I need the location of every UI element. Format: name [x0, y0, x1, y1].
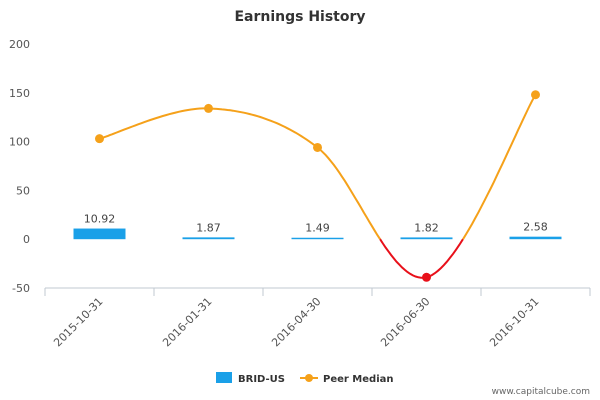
data-labels: 10.92 1.87 1.49 1.82 2.58 — [84, 213, 548, 235]
peer-median-point[interactable] — [204, 103, 213, 113]
bar-data-label: 2.58 — [523, 221, 548, 234]
chart-title: Earnings History — [234, 9, 365, 25]
bar-brid-us[interactable] — [182, 237, 235, 240]
peer-median-line — [99, 107, 381, 240]
peer-median-point[interactable] — [422, 272, 431, 282]
credit-text: www.capitalcube.com — [492, 387, 590, 397]
x-tick-label: 2016-06-30 — [378, 295, 432, 349]
x-tick-label: 2016-10-31 — [487, 295, 541, 349]
y-tick-label: 200 — [9, 38, 30, 51]
bar-brid-us[interactable] — [509, 236, 562, 240]
y-axis: 200 150 100 50 0 -50 — [9, 38, 30, 295]
legend-swatch-marker — [305, 374, 313, 382]
bar-brid-us[interactable] — [73, 228, 126, 240]
bar-brid-us[interactable] — [400, 237, 453, 240]
bar-data-label: 1.87 — [196, 221, 221, 234]
x-tick-label: 2015-10-31 — [51, 295, 105, 349]
peer-median-line — [462, 94, 537, 240]
x-axis: 2015-10-31 2016-01-31 2016-04-30 2016-06-30… — [44, 287, 591, 349]
legend-swatch-bar — [216, 372, 232, 383]
peer-median-point[interactable] — [313, 142, 322, 152]
peer-median-point[interactable] — [531, 90, 540, 100]
peer-median-point[interactable] — [95, 134, 104, 144]
x-tick-label: 2016-01-31 — [160, 295, 214, 349]
bar-series — [73, 228, 562, 240]
y-tick-label: 100 — [9, 136, 30, 149]
y-tick-label: 150 — [9, 87, 30, 100]
legend[interactable]: BRID-US Peer Median — [216, 372, 394, 385]
x-tick-label: 2016-04-30 — [269, 295, 323, 349]
legend-label: Peer Median — [323, 374, 394, 385]
y-tick-label: 50 — [16, 184, 30, 197]
y-tick-label: -50 — [12, 282, 30, 295]
bar-data-label: 10.92 — [84, 213, 116, 226]
bar-brid-us[interactable] — [291, 237, 344, 240]
legend-label: BRID-US — [238, 374, 285, 385]
y-tick-label: 0 — [23, 233, 30, 246]
legend-item-brid-us[interactable]: BRID-US — [216, 372, 285, 385]
bar-data-label: 1.49 — [305, 222, 330, 235]
line-series — [95, 90, 540, 282]
legend-item-peer-median[interactable]: Peer Median — [300, 374, 394, 385]
peer-median-line-negative — [379, 238, 464, 279]
bar-data-label: 1.82 — [414, 221, 439, 234]
